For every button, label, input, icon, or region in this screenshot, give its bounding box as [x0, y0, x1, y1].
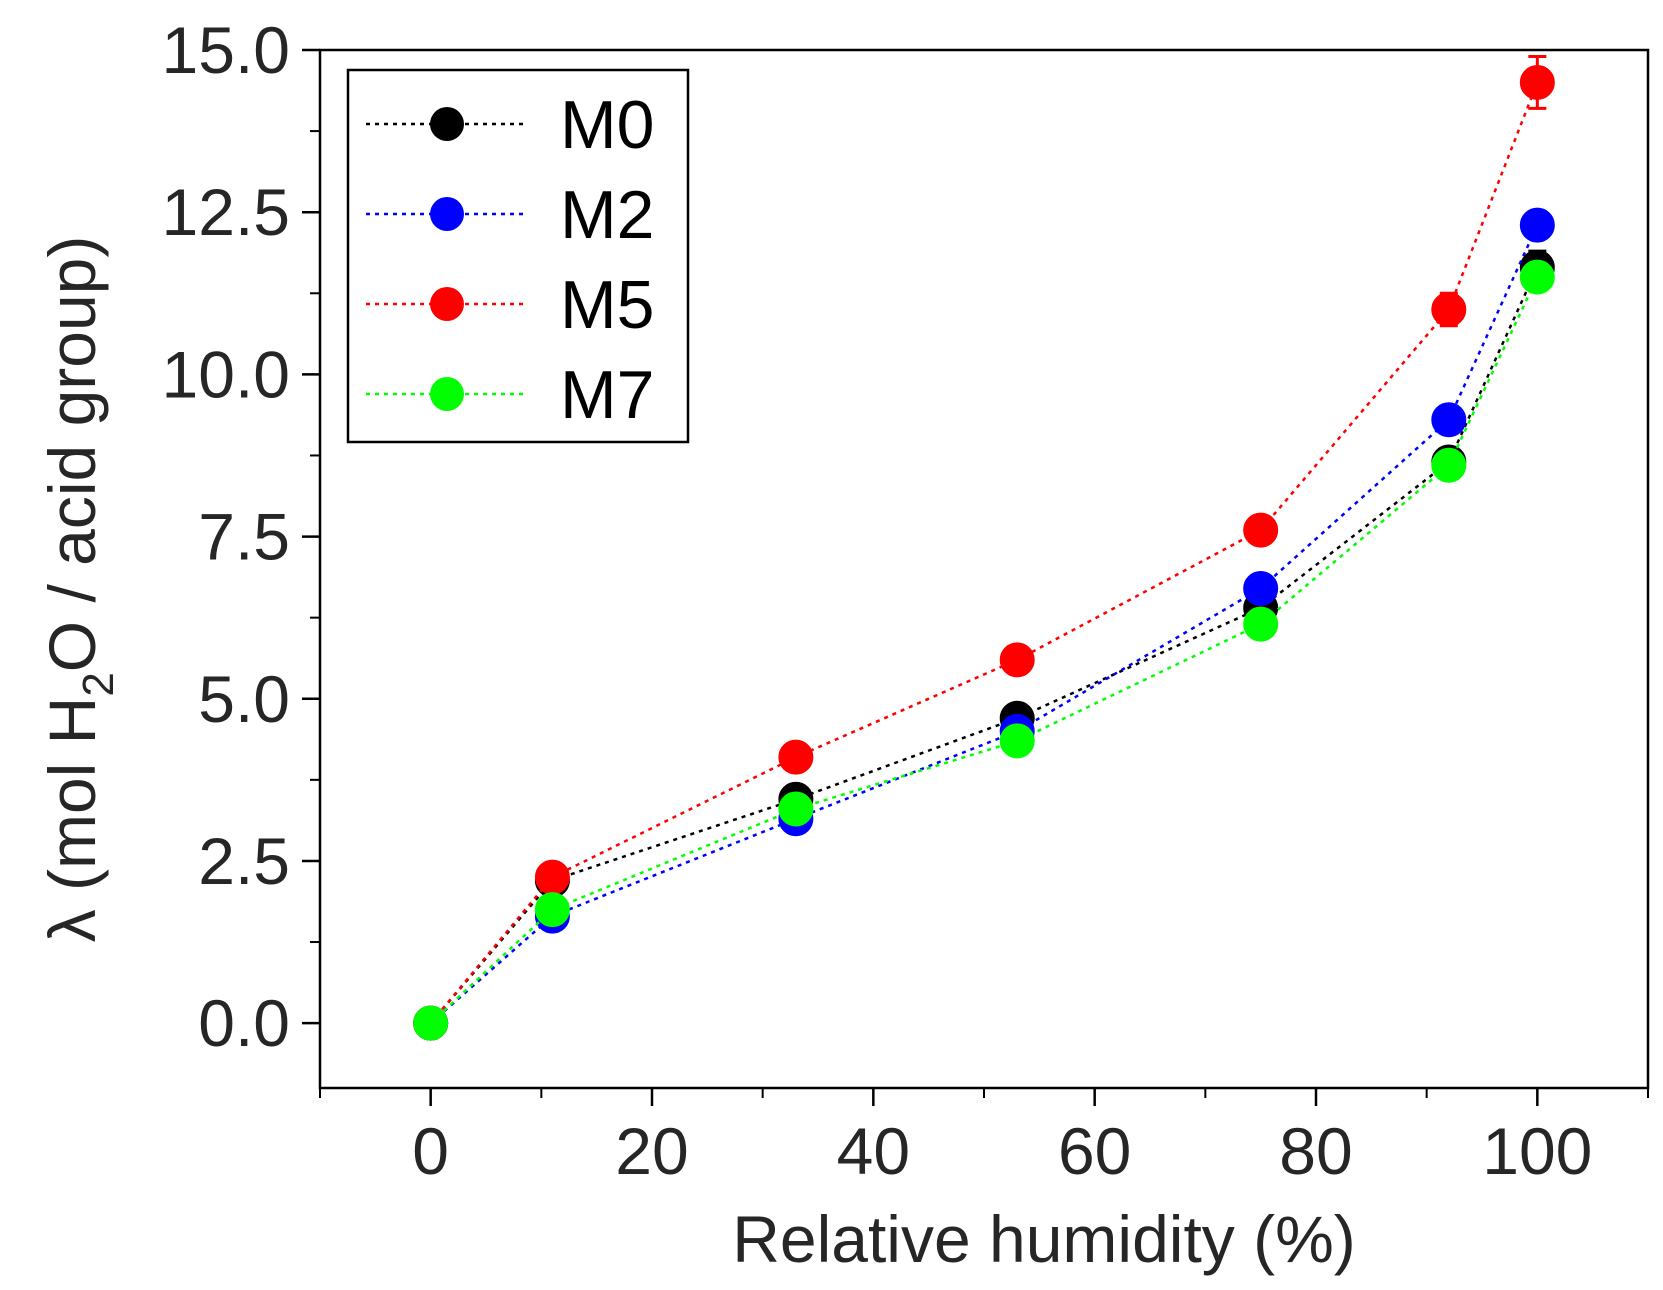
data-point [778, 791, 814, 827]
data-point [1243, 570, 1279, 606]
y-tick-label: 12.5 [162, 175, 290, 249]
y-axis-title-prefix: λ (mol H [35, 697, 109, 943]
legend-label: M7 [560, 357, 654, 433]
data-point [1431, 402, 1467, 438]
legend-marker [430, 197, 464, 231]
x-tick-label: 60 [1058, 1114, 1131, 1188]
x-axis-title: Relative humidity (%) [732, 1202, 1356, 1276]
x-tick-label: 20 [615, 1114, 688, 1188]
axes-layer: 0.0 2.5 5.0 7.5 10.0 12.5 15.0 0 20 40 60 80 100 [162, 13, 1649, 1188]
legend-item-M2: M2 [366, 177, 654, 253]
data-point [534, 892, 570, 928]
legend-item-M7: M7 [366, 357, 654, 433]
data-point [1243, 512, 1279, 548]
data-point [999, 723, 1035, 759]
data-point [1519, 259, 1555, 295]
series-layer [413, 54, 1555, 1041]
legend-label: M0 [560, 87, 654, 163]
data-point [1431, 447, 1467, 483]
x-tick-label: 40 [837, 1114, 910, 1188]
legend: M0 M2 M5 M7 [346, 68, 690, 444]
data-point [413, 1005, 449, 1041]
y-axis-title-suffix: O / acid group) [35, 236, 109, 673]
y-tick-label: 5.0 [198, 662, 290, 736]
legend-label: M2 [560, 177, 654, 253]
data-point [534, 859, 570, 895]
x-tick-label: 80 [1279, 1114, 1352, 1188]
x-tick-label: 100 [1482, 1114, 1592, 1188]
y-tick-label: 15.0 [162, 13, 290, 87]
y-axis-title: λ (mol H2O / acid group) [35, 236, 123, 943]
y-axis-title-subscript: 2 [74, 672, 123, 696]
legend-item-M5: M5 [366, 267, 654, 343]
y-tick-label: 7.5 [198, 500, 290, 574]
y-tick-label: 10.0 [162, 337, 290, 411]
legend-marker [430, 287, 464, 321]
legend-marker [430, 107, 464, 141]
data-point [1519, 64, 1555, 100]
series-M7 [413, 259, 1555, 1041]
legend-box [346, 68, 690, 444]
legend-marker [430, 377, 464, 411]
y-tick-label: 0.0 [198, 986, 290, 1060]
data-point [1519, 207, 1555, 243]
data-point [999, 642, 1035, 678]
legend-label: M5 [560, 267, 654, 343]
y-tick-label: 2.5 [198, 824, 290, 898]
x-tick-label: 0 [412, 1114, 449, 1188]
data-point [1243, 606, 1279, 642]
legend-item-M0: M0 [366, 87, 654, 163]
data-point [1431, 292, 1467, 327]
data-point [778, 739, 814, 775]
